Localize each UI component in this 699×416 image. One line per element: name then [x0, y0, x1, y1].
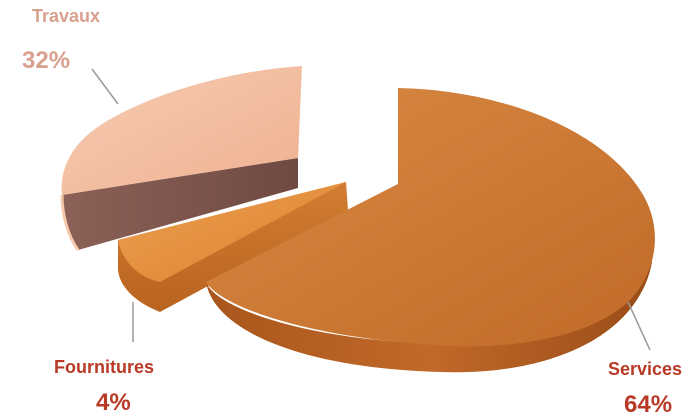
slice-fournitures-top [118, 182, 346, 282]
label-services: Services [608, 359, 682, 379]
value-fournitures: 4% [96, 389, 131, 416]
slice-travaux [60, 66, 302, 251]
value-travaux: 32% [22, 47, 70, 74]
slice-fournitures [118, 182, 348, 312]
label-fournitures: Fournitures [54, 357, 154, 377]
slice-travaux-top [61, 66, 302, 195]
leader-line-services [627, 301, 651, 351]
slice-services-top [206, 88, 655, 347]
label-travaux: Travaux [32, 6, 100, 26]
leader-line-travaux [91, 68, 119, 105]
slice-travaux-side [62, 158, 298, 250]
slice-fournitures-side [118, 182, 348, 312]
slice-travaux-rim [60, 194, 80, 251]
slice-services [206, 88, 655, 373]
value-services: 64% [624, 391, 672, 416]
